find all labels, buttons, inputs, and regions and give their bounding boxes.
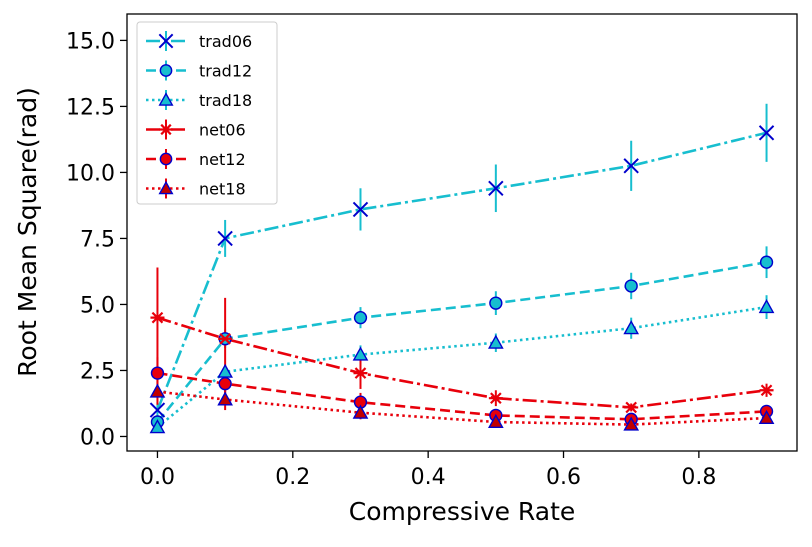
y-tick-label: 7.5	[80, 227, 115, 252]
series-lines	[156, 131, 767, 429]
data-point-net12	[218, 377, 232, 391]
y-tick-label: 5.0	[80, 293, 115, 318]
y-tick-label: 12.5	[66, 95, 115, 120]
series-markers	[149, 125, 775, 434]
data-point-trad06	[758, 125, 775, 141]
data-point-trad18	[623, 320, 640, 335]
data-point-trad06	[623, 158, 639, 174]
data-point-trad18	[758, 299, 775, 314]
legend: trad06 trad12 trad18 net06 net12 net18	[136, 21, 278, 205]
data-point-trad06	[217, 230, 233, 247]
legend-marker-trad06	[158, 33, 174, 49]
x-tick-label: 0.6	[546, 465, 581, 490]
data-point-trad12	[489, 296, 503, 310]
data-point-net06	[488, 392, 503, 405]
plot-frame	[126, 13, 798, 452]
legend-label-trad12: trad12	[199, 62, 252, 81]
series-line-net06	[157, 316, 767, 409]
data-point-net12	[150, 366, 165, 380]
data-point-trad12	[353, 311, 368, 325]
legend-label-trad18: trad18	[199, 91, 252, 110]
data-point-net18	[758, 409, 775, 425]
data-point-net06	[353, 367, 368, 379]
data-point-net18	[149, 383, 166, 398]
data-point-trad12	[624, 279, 638, 293]
x-axis-label: Compressive Rate	[349, 497, 576, 526]
y-tick-label: 10.0	[66, 161, 115, 186]
legend-marker-net18	[158, 180, 174, 195]
x-tick-label: 0.8	[681, 465, 716, 490]
data-point-net18	[487, 413, 504, 428]
legend-marker-net06	[159, 123, 173, 136]
data-point-trad06	[352, 201, 369, 218]
data-point-trad06	[488, 180, 504, 196]
x-tick-label: 0.4	[411, 465, 446, 490]
data-point-trad18	[487, 334, 504, 349]
data-point-net06	[759, 384, 774, 397]
series-line-net18	[157, 390, 767, 426]
data-point-trad18	[352, 346, 369, 361]
legend-marker-trad18	[158, 92, 174, 106]
data-point-net18	[623, 416, 640, 431]
data-point-net06	[150, 311, 165, 324]
series-line-trad18	[156, 305, 767, 429]
legend-marker-trad12	[159, 64, 173, 77]
legend-label-trad06: trad06	[199, 32, 252, 51]
data-point-trad12	[759, 255, 774, 269]
legend-label-net06: net06	[199, 121, 246, 140]
x-tick-label: 0.0	[140, 465, 175, 490]
y-axis-ticks: 0.0 2.5 5.0 7.5 10.0 12.5 15.0	[66, 29, 127, 450]
data-point-net06	[218, 332, 233, 345]
y-tick-label: 0.0	[80, 425, 115, 450]
legend-marker-net12	[159, 152, 173, 166]
data-point-net06	[624, 401, 639, 414]
y-tick-label: 2.5	[80, 359, 115, 384]
data-point-trad18	[149, 419, 166, 434]
data-point-trad06	[149, 402, 166, 418]
data-point-net18	[217, 391, 233, 406]
legend-label-net12: net12	[199, 150, 246, 169]
y-tick-label: 15.0	[66, 29, 115, 54]
x-axis-ticks: 0.0 0.2 0.4 0.6 0.8	[140, 451, 716, 490]
series-line-net12	[157, 371, 767, 421]
data-point-net18	[352, 404, 369, 419]
y-axis-label: Root Mean Square(rad)	[13, 87, 42, 377]
legend-label-net18: net18	[199, 180, 246, 199]
series-line-trad06	[156, 131, 767, 411]
x-tick-label: 0.2	[275, 465, 310, 490]
